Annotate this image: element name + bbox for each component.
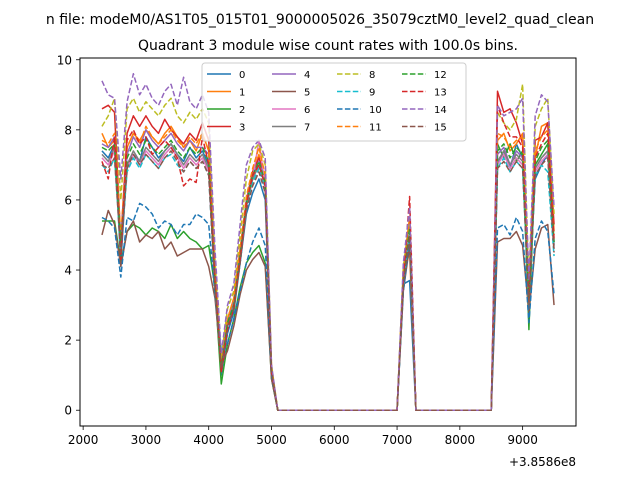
axes-frame: [79, 57, 577, 427]
legend-label-7: 7: [304, 123, 310, 134]
legend-label-15: 15: [434, 123, 447, 134]
x-tick-label: 8000: [445, 433, 476, 447]
legend-label-11: 11: [369, 123, 382, 134]
x-axis: 2000 3000 4000 5000 6000 7000 8000 9000: [68, 426, 538, 447]
y-axis: 0 2 4 6 8 10: [57, 53, 80, 418]
x-tick-label: 2000: [68, 433, 99, 447]
legend-label-4: 4: [304, 70, 310, 81]
x-tick-label: 9000: [507, 433, 538, 447]
legend-label-8: 8: [369, 70, 375, 81]
figure-suptitle: n file: modeM0/AS1T05_015T01_9000005026_…: [46, 12, 594, 28]
y-tick-label: 10: [57, 53, 72, 67]
x-tick-label: 6000: [319, 433, 350, 447]
legend-box: [201, 62, 467, 142]
series-layer: [101, 73, 555, 411]
y-tick-label: 6: [64, 193, 72, 207]
x-axis-offset-label: +3.8586e8: [509, 455, 576, 469]
x-tick-label: 5000: [256, 433, 287, 447]
legend-label-10: 10: [369, 105, 382, 116]
x-tick-label: 3000: [131, 433, 162, 447]
chart-title: Quadrant 3 module wise count rates with …: [138, 38, 518, 54]
legend-label-5: 5: [304, 88, 310, 99]
series-line-15: [101, 150, 555, 411]
x-tick-label: 4000: [193, 433, 224, 447]
legend-label-13: 13: [434, 88, 447, 99]
legend-label-1: 1: [239, 88, 245, 99]
legend-label-2: 2: [239, 105, 245, 116]
legend-label-12: 12: [434, 70, 447, 81]
legend-label-9: 9: [369, 88, 375, 99]
y-tick-label: 0: [64, 404, 72, 418]
y-tick-label: 4: [64, 264, 72, 278]
y-tick-label: 2: [64, 334, 72, 348]
x-tick-label: 7000: [382, 433, 413, 447]
legend-label-3: 3: [239, 123, 245, 134]
legend-label-0: 0: [239, 70, 245, 81]
y-tick-label: 8: [64, 123, 72, 137]
legend-label-14: 14: [434, 105, 447, 116]
legend-label-6: 6: [304, 105, 310, 116]
